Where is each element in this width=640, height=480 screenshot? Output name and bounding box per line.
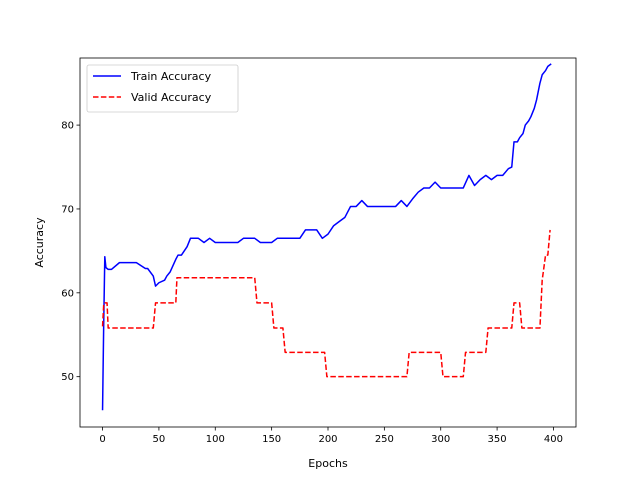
x-tick-label: 100 (206, 434, 225, 445)
x-tick-label: 200 (318, 434, 337, 445)
y-tick-label: 80 (61, 121, 74, 132)
x-tick-label: 300 (431, 434, 450, 445)
legend: Train Accuracy Valid Accuracy (86, 64, 239, 113)
x-axis-ticks: 0 50 100 150 200 250 300 350 400 (99, 427, 563, 445)
x-tick-label: 350 (488, 434, 507, 445)
series-layer (101, 63, 552, 411)
y-axis-ticks: 50 60 70 80 (61, 121, 80, 383)
x-axis-label: Epochs (308, 457, 348, 470)
x-tick-label: 0 (99, 434, 105, 445)
legend-label-train: Train Accuracy (130, 70, 212, 83)
x-tick-label: 150 (262, 434, 281, 445)
x-tick-label: 50 (153, 434, 166, 445)
y-tick-label: 50 (61, 372, 74, 383)
series-line-valid (101, 229, 551, 378)
y-tick-label: 60 (61, 288, 74, 299)
legend-box (86, 64, 239, 113)
x-tick-label: 250 (375, 434, 394, 445)
x-tick-label: 400 (544, 434, 563, 445)
series-line-train (101, 63, 552, 411)
legend-label-valid: Valid Accuracy (131, 91, 212, 104)
y-tick-label: 70 (61, 204, 74, 215)
y-axis-label: Accuracy (33, 217, 46, 268)
